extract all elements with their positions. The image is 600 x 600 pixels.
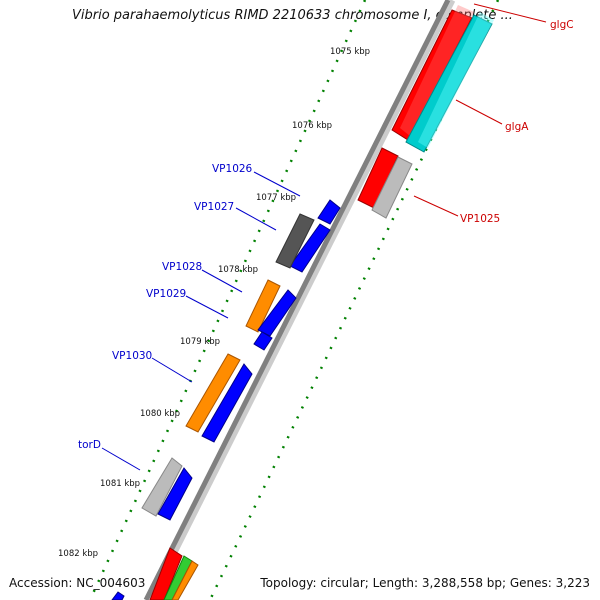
gene-label-glgA: glgA bbox=[505, 121, 529, 133]
leader-torD bbox=[101, 447, 141, 471]
gene-label-VP1025: VP1025 bbox=[460, 213, 500, 225]
gene-torD-blue bbox=[157, 467, 193, 521]
gene-VP1030 bbox=[185, 353, 241, 433]
gene-dark-gray bbox=[275, 213, 315, 269]
gene-label-VP1026: VP1026 bbox=[212, 163, 253, 175]
gene-label-VP1027: VP1027 bbox=[194, 201, 234, 213]
accession-label: Accession: NC_004603 bbox=[9, 576, 146, 590]
tick-label: 1082 kbp bbox=[58, 549, 98, 559]
forward-genes bbox=[149, 5, 494, 600]
gene-VP1029 bbox=[253, 331, 273, 351]
gene-gray-forward bbox=[371, 156, 413, 219]
gene-label-glgC: glgC bbox=[550, 19, 574, 31]
gene-orange-bottom bbox=[171, 560, 199, 600]
leader-VP1026 bbox=[253, 171, 301, 197]
tick-line-inner bbox=[88, 0, 367, 600]
gene-VP1028-blue bbox=[257, 289, 297, 337]
gene-labels: glgC glgA VP1025 VP1026 VP1027 VP1028 VP… bbox=[78, 19, 574, 451]
backbone-line bbox=[143, 0, 451, 600]
page-title: Vibrio parahaemolyticus RIMD 2210633 chr… bbox=[72, 8, 513, 23]
backbone bbox=[143, 0, 456, 600]
genome-summary: Topology: circular; Length: 3,288,558 bp… bbox=[260, 576, 590, 590]
gene-red-bottom bbox=[149, 547, 183, 600]
gene-green-bottom bbox=[163, 555, 193, 600]
gene-VP1026 bbox=[317, 199, 341, 225]
gene-blue-bottom bbox=[111, 591, 125, 600]
leader-VP1029 bbox=[185, 295, 229, 319]
backbone-shadow bbox=[146, 0, 456, 600]
gene-label-VP1028: VP1028 bbox=[162, 261, 202, 273]
leader-VP1025 bbox=[413, 195, 459, 217]
gene-VP1030-blue bbox=[201, 363, 253, 443]
gene-glgA-highlight bbox=[418, 12, 494, 148]
tick-label: 1079 kbp bbox=[180, 337, 220, 347]
leader-glgA bbox=[455, 99, 503, 125]
reverse-genes bbox=[111, 199, 341, 600]
leader-VP1028 bbox=[201, 269, 243, 293]
gene-label-VP1029: VP1029 bbox=[146, 288, 186, 300]
leader-VP1030 bbox=[151, 357, 193, 383]
gene-VP1027 bbox=[289, 223, 331, 273]
tick-label: 1077 kbp bbox=[256, 193, 296, 203]
tick-label: 1078 kbp bbox=[218, 265, 258, 275]
tick-label: 1076 kbp bbox=[292, 121, 332, 131]
gene-VP1028 bbox=[245, 279, 281, 333]
gene-label-torD: torD bbox=[78, 439, 101, 451]
label-leaders bbox=[101, 3, 547, 471]
gene-label-VP1030: VP1030 bbox=[112, 350, 152, 362]
gene-glgC-highlight bbox=[400, 5, 474, 136]
gene-torD bbox=[141, 457, 183, 517]
leader-VP1027 bbox=[235, 207, 277, 231]
tick-label: 1081 kbp bbox=[100, 479, 140, 489]
leader-glgC bbox=[473, 3, 547, 23]
scale-tick-labels: 1075 kbp 1076 kbp 1077 kbp 1078 kbp 1079… bbox=[58, 47, 370, 559]
tick-label: 1075 kbp bbox=[330, 47, 370, 57]
gene-glgA bbox=[405, 14, 493, 153]
tick-label: 1080 kbp bbox=[140, 409, 180, 419]
